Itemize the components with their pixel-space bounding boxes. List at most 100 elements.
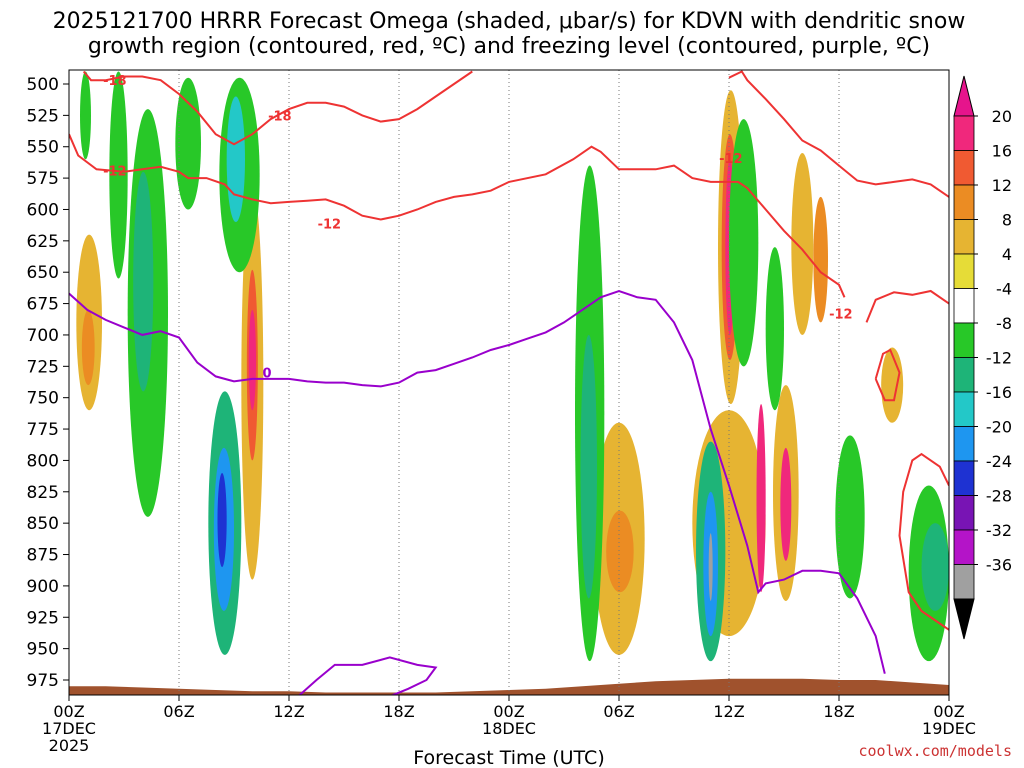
x-axis-title: Forecast Time (UTC) [413,747,604,768]
colorbar-label-13: -36 [986,556,1012,575]
y-tick-label-7: 675 [27,295,59,315]
colorbar-label-6: -8 [996,314,1012,333]
freezing-level-label: 0 [262,367,271,382]
omega-cell-31 [765,247,784,411]
freezing-level-line [69,289,886,674]
x-tick-label-5-0: 06Z [603,702,634,721]
x-tick-label-1-0: 06Z [163,702,194,721]
colorbar-top-arrow [953,75,975,117]
omega-cell-16 [881,347,904,423]
dgz-contour-5 [898,452,949,631]
colorbar-label-2: 12 [992,176,1012,195]
dgz-contour-label-1: -18 [268,109,292,124]
x-tick-label-0-2: 2025 [49,736,90,755]
colorbar-label-12: -32 [986,521,1012,540]
y-tick-label-19: 975 [27,671,59,691]
colorbar-label-1: 16 [992,142,1012,161]
omega-cell-24 [580,334,597,599]
omega-shading [76,71,949,662]
y-tick-label-1: 525 [27,106,59,126]
x-tick-label-4-1: 18DEC [482,719,536,738]
omega-cell-13 [606,510,634,593]
y-tick-label-18: 950 [27,640,59,660]
omega-cell-19 [217,472,227,568]
chart-title-line1: 2025121700 HRRR Forecast Omega (shaded, … [53,9,966,34]
y-tick-label-6: 650 [27,263,59,283]
dgz-contour-label-2: -12 [103,165,127,180]
x-tick-label-8-1: 19DEC [922,719,976,738]
y-tick-label-16: 900 [27,577,59,597]
omega-cell-32 [835,435,865,599]
omega-cell-34 [921,523,949,611]
dgz-contour-0 [82,70,473,146]
y-tick-label-5: 625 [27,232,59,252]
omega-cell-2 [248,309,256,411]
colorbar-swatch-7 [953,357,975,393]
x-tick-label-7-0: 18Z [823,702,854,721]
y-tick-label-14: 850 [27,514,59,534]
x-tick-label-2-0: 12Z [273,702,304,721]
freezing-level-loop [298,656,438,695]
colorbar-swatch-2 [953,184,975,220]
y-tick-label-11: 775 [27,420,59,440]
omega-cell-11 [813,196,829,323]
y-tick-label-4: 600 [27,200,59,220]
chart-title-line2: growth region (contoured, red, ºC) and f… [88,34,930,59]
x-tick-label-8-0: 00Z [933,702,964,721]
colorbar-swatch-6 [953,322,975,358]
colorbar-swatch-12 [953,529,975,565]
colorbar-label-4: 4 [1002,245,1012,264]
omega-cell-26 [133,171,154,392]
y-tick-label-12: 800 [27,451,59,471]
dgz-contour-label-5: -12 [829,308,853,323]
omega-cell-15 [81,309,95,386]
colorbar-label-5: -4 [996,280,1012,299]
colorbar-swatch-0 [953,115,975,151]
omega-cell-29 [226,96,245,223]
colorbar-label-7: -12 [986,349,1012,368]
y-tick-label-17: 925 [27,608,59,628]
dgz-contour-3 [865,289,949,323]
dgz-contour-1 [69,133,846,298]
x-tick-label-6-0: 12Z [713,702,744,721]
dgz-contour-label-4: -12 [719,152,743,167]
y-tick-label-8: 700 [27,326,59,346]
colorbar-label-3: 8 [1002,211,1012,230]
colorbar-label-8: -16 [986,383,1012,402]
y-tick-label-0: 500 [27,75,59,95]
colorbar-swatch-9 [953,426,975,462]
colorbar-swatch-3 [953,219,975,255]
y-tick-label-13: 825 [27,483,59,503]
colorbar-bottom-arrow [953,598,975,640]
colorbar-swatch-5 [953,288,975,324]
colorbar-label-11: -28 [986,487,1012,506]
omega-cell-22 [708,533,713,601]
y-tick-label-10: 750 [27,389,59,409]
colorbar-label-9: -20 [986,418,1012,437]
dgz-contour-2 [728,70,949,198]
x-tick-label-4-0: 00Z [493,702,524,721]
colorbar-swatch-1 [953,150,975,186]
colorbar: 20 16 12 8 4 -4 -8 -12 -16 -20 -24 -28 -32 -36 [953,75,1012,640]
colorbar-label-10: -24 [986,452,1012,471]
dgz-contour-label-3: -12 [318,217,342,232]
colorbar-swatch-10 [953,460,975,496]
colorbar-swatch-8 [953,391,975,427]
y-tick-label-15: 875 [27,546,59,566]
dgz-contour-label-0: -18 [103,74,127,89]
y-tick-label-3: 575 [27,169,59,189]
x-tick-label-3-0: 18Z [383,702,414,721]
omega-cell-35 [109,71,128,279]
omega-cell-27 [175,77,202,210]
contours: -18 -18 -12 -12 -12 -12 0 [69,70,949,695]
colorbar-swatch-4 [953,253,975,289]
dgz-contour-4 [874,348,901,402]
y-tick-label-9: 725 [27,357,59,377]
omega-cell-36 [80,71,91,160]
colorbar-label-0: 20 [992,107,1012,126]
omega-cell-10 [791,153,814,335]
colorbar-swatch-13 [953,564,975,600]
y-axis: 500 525 550 575 600 625 650 675 700 725 750 775 800 8… [27,75,69,691]
